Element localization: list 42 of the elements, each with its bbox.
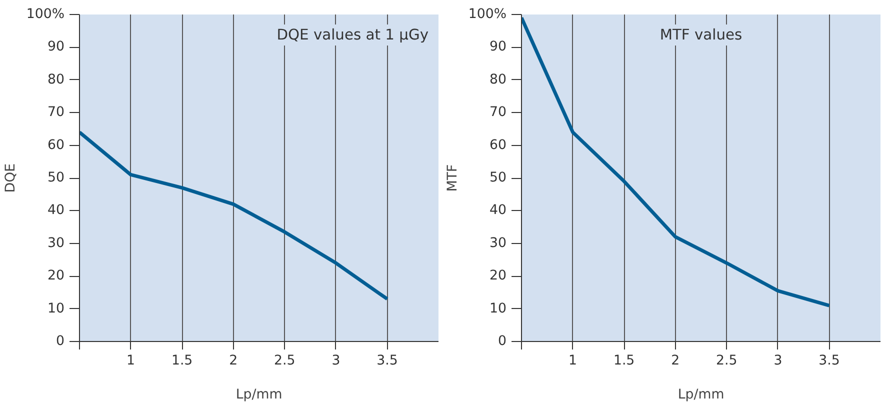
x-tick-label: 3 [774, 354, 782, 368]
y-tick-label: 100% [26, 7, 65, 22]
y-tick-label: 30 [48, 236, 65, 251]
annotation: MTF values [660, 26, 742, 44]
y-tick-label: 20 [48, 268, 65, 284]
y-tick-label: 50 [490, 170, 507, 186]
y-tick-label: 40 [48, 203, 65, 218]
y-tick-label: 100% [468, 7, 507, 22]
x-tick-label: 3.5 [376, 354, 398, 368]
y-tick-label: 90 [48, 40, 65, 55]
y-tick-label: 20 [490, 268, 507, 284]
y-tick-label: 90 [490, 40, 507, 55]
x-tick-label: 2 [229, 354, 238, 368]
line-series [80, 130, 389, 301]
x-tick-label: 3 [332, 354, 340, 368]
x-axis-title: Lp/mm [678, 388, 724, 402]
y-tick-label: 10 [48, 301, 65, 316]
y-axis-title: MTF [445, 164, 460, 192]
annotation: DQE values at 1 μGy [276, 26, 429, 44]
line-series [522, 16, 831, 308]
y-tick-label: 60 [490, 138, 507, 153]
y-tick-label: 50 [48, 170, 65, 186]
y-tick-label: 70 [48, 105, 65, 120]
x-tick-label: 2.5 [274, 354, 296, 368]
x-tick-label: 1.5 [171, 354, 193, 368]
y-tick-label: 0 [498, 334, 507, 349]
y-tick-label: 0 [56, 334, 65, 349]
x-tick-label: 2.5 [716, 354, 738, 368]
x-tick-label: 3.5 [818, 354, 840, 368]
y-tick-label: 80 [490, 72, 507, 88]
x-axis-title: Lp/mm [236, 388, 282, 402]
y-tick-label: 30 [490, 236, 507, 251]
y-tick-label: 10 [490, 301, 507, 316]
x-tick-label: 1.5 [613, 354, 635, 368]
y-tick-label: 40 [490, 203, 507, 218]
y-tick-label: 70 [490, 105, 507, 120]
y-tick-label: 80 [48, 72, 65, 88]
x-tick-label: 1 [126, 354, 136, 368]
x-tick-label: 2 [671, 354, 680, 368]
x-tick-label: 1 [568, 354, 578, 368]
y-tick-label: 60 [48, 138, 65, 153]
y-axis-title: DQE [3, 163, 18, 193]
